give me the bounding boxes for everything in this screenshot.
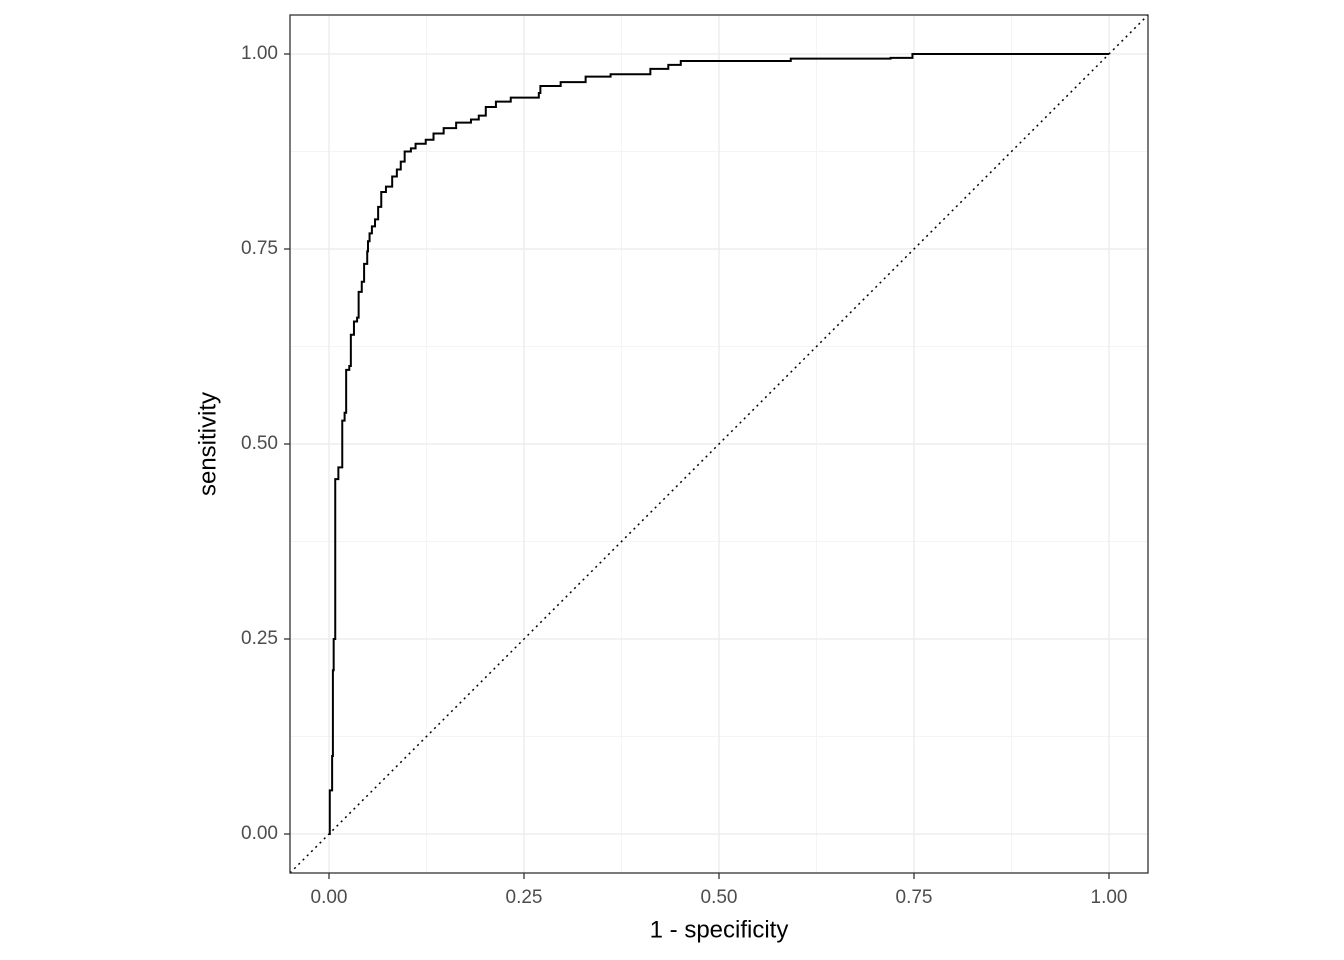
panel-border [289,14,1149,874]
y-tick-label: 0.50 [241,433,278,454]
x-tick-label: 0.25 [506,887,543,908]
y-tick-label: 0.00 [241,823,278,844]
x-tick-label: 0.50 [701,887,738,908]
y-tick-label: 0.75 [241,238,278,259]
x-tick-label: 0.75 [896,887,933,908]
y-axis-title: sensitivity [194,392,221,496]
y-tick-label: 0.25 [241,628,278,649]
x-tick-label: 1.00 [1091,887,1128,908]
reference-diagonal [289,14,1149,874]
y-tick-label: 1.00 [241,43,278,64]
roc-curve [328,53,1109,835]
x-axis-title: 1 - specificity [650,916,789,943]
x-tick-label: 0.00 [311,887,348,908]
